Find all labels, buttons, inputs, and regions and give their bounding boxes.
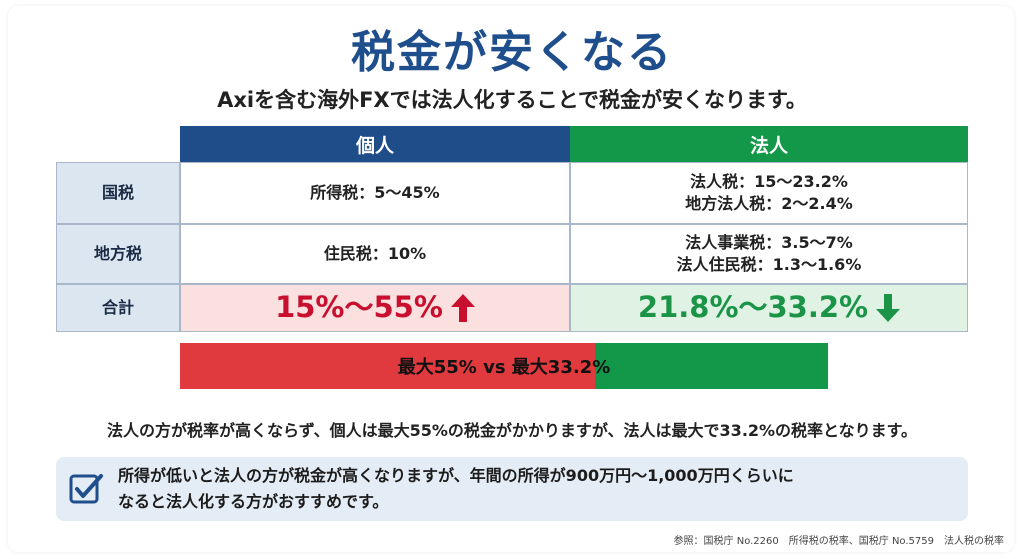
tip-text: 所得が低いと法人の方が税金が高くなりますが、年間の所得が900万円〜1,000万… [118, 463, 948, 514]
tip-line-1: 所得が低いと法人の方が税金が高くなりますが、年間の所得が900万円〜1,000万… [118, 466, 794, 485]
hojin-cell: 法人事業税：3.5〜7% 法人住民税：1.3〜1.6% [570, 224, 968, 284]
kojin-cell: 所得税：5〜45% [180, 162, 570, 224]
explanation-text: 法人の方が税率が高くならず、個人は最大55%の税金がかかりますが、法人は最大で3… [107, 421, 917, 440]
checkbox-icon [69, 474, 103, 504]
bar-label: 最大55% vs 最大33.2% [397, 357, 611, 378]
kojin-value: 住民税：10% [323, 244, 427, 264]
arrow-up-icon [450, 293, 475, 322]
hojin-value-2: 地方法人税：2〜2.4% [685, 194, 853, 213]
row-label: 国税 [56, 162, 180, 224]
row-label: 合計 [56, 284, 180, 332]
hojin-value-1: 法人税：15〜23.2% [690, 172, 848, 192]
hojin-value-2: 法人住民税：1.3〜1.6% [676, 255, 862, 274]
arrow-down-icon [876, 293, 901, 322]
table-row-national-tax: 国税 所得税：5〜45% 法人税：15〜23.2% 地方法人税：2〜2.4% [56, 162, 968, 224]
tip-box: 所得が低いと法人の方が税金が高くなりますが、年間の所得が900万円〜1,000万… [56, 457, 968, 521]
row-label: 地方税 [56, 224, 180, 284]
table-row-local-tax: 地方税 住民税：10% 法人事業税：3.5〜7% 法人住民税：1.3〜1.6% [56, 224, 968, 284]
hojin-total-cell: 21.8%〜33.2% [570, 284, 968, 332]
hojin-cell: 法人税：15〜23.2% 地方法人税：2〜2.4% [570, 162, 968, 224]
tip-line-2: なると法人化する方がおすすめです。 [118, 491, 389, 511]
hojin-value-1: 法人事業税：3.5〜7% [685, 233, 853, 253]
kojin-total-value: 15%〜55% [275, 290, 443, 325]
kojin-cell: 住民税：10% [180, 224, 570, 284]
header-kojin: 個人 [180, 126, 570, 162]
reference-note: 参照：国税庁 No.2260 所得税の税率、国税庁 No.5759 法人税の税率 [673, 536, 1004, 547]
kojin-total: 15%〜55% [275, 288, 475, 327]
hojin-total: 21.8%〜33.2% [637, 288, 901, 327]
table-row-total: 合計 15%〜55% 21.8%〜33.2% [56, 284, 968, 332]
kojin-bar-segment [180, 343, 595, 389]
hojin-total-value: 21.8%〜33.2% [637, 290, 869, 325]
page-subtitle: Axiを含む海外FXでは法人化することで税金が安くなります。 [217, 88, 807, 112]
kojin-total-cell: 15%〜55% [180, 284, 570, 332]
page-title: 税金が安くなる [351, 27, 673, 78]
kojin-value: 所得税：5〜45% [310, 183, 440, 203]
header-hojin: 法人 [570, 126, 968, 162]
max-rate-bar: 最大55% vs 最大33.2% [180, 343, 828, 389]
